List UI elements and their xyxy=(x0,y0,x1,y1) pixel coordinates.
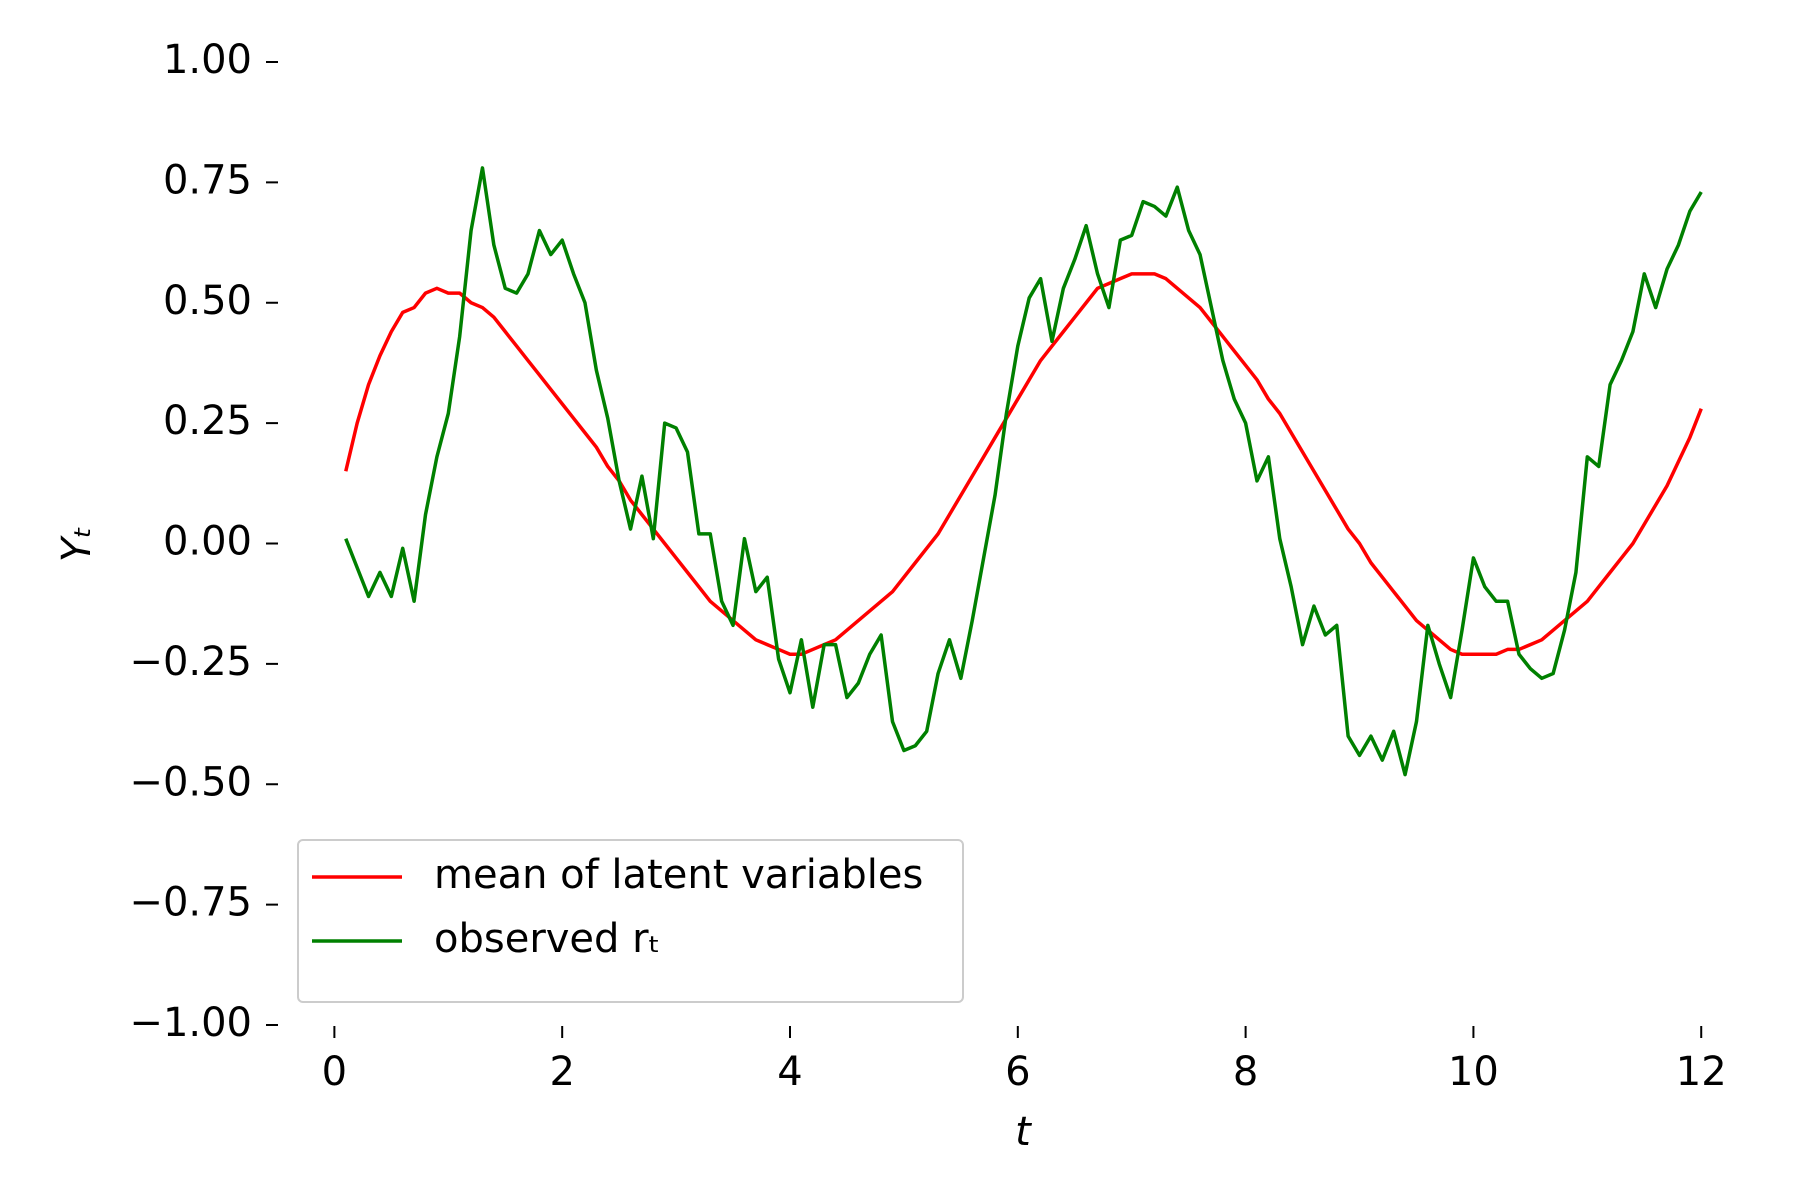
data-line xyxy=(344,166,1703,777)
x-tick-label: 6 xyxy=(1005,1049,1030,1095)
y-tick-label: 0.25 xyxy=(163,398,252,444)
legend-box xyxy=(297,839,964,1003)
legend-label: observed rₜ xyxy=(434,916,660,962)
x-tick-label: 10 xyxy=(1448,1049,1499,1095)
x-tick-label: 2 xyxy=(549,1049,574,1095)
x-tick-label: 12 xyxy=(1676,1049,1727,1095)
x-tick-label: 0 xyxy=(322,1049,347,1095)
y-axis-label: Yₜ xyxy=(54,526,100,562)
y-tick-label: −0.75 xyxy=(129,880,252,926)
y-tick-label: 0.75 xyxy=(163,157,252,203)
data-line xyxy=(344,272,1703,656)
y-tick-label: 1.00 xyxy=(163,37,252,83)
x-tick-label: 8 xyxy=(1233,1049,1258,1095)
y-tick-label: −1.00 xyxy=(129,1000,252,1046)
legend-label: mean of latent variables xyxy=(434,852,923,898)
y-tick-label: −0.25 xyxy=(129,639,252,685)
x-axis-label: t xyxy=(1015,1109,1032,1155)
legend: mean of latent variables observed rₜ xyxy=(297,839,964,1003)
x-tick-label: 4 xyxy=(777,1049,802,1095)
y-tick-label: 0.00 xyxy=(163,519,252,565)
y-tick-label: 0.50 xyxy=(163,278,252,324)
y-tick-label: −0.50 xyxy=(129,759,252,805)
